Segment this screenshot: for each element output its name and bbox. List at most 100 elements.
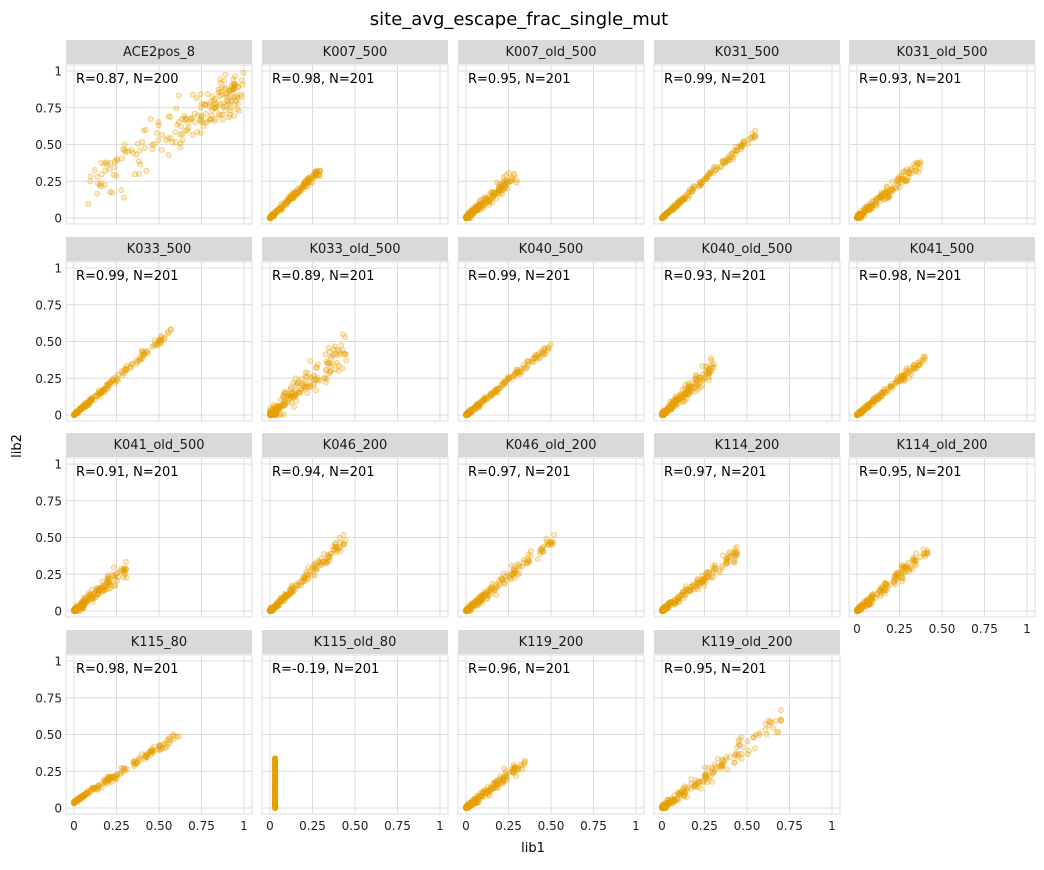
scatter-point <box>321 375 328 382</box>
scatter-point <box>669 205 676 212</box>
scatter-point <box>139 138 146 145</box>
scatter-point <box>699 377 706 384</box>
scatter-point <box>469 208 476 215</box>
scatter-point <box>507 576 514 583</box>
scatter-point <box>232 101 239 108</box>
scatter-point <box>920 546 927 553</box>
scatter-point <box>857 211 864 218</box>
scatter-point <box>905 170 912 177</box>
scatter-point <box>881 189 888 196</box>
scatter-point <box>659 214 666 221</box>
scatter-point <box>464 213 471 220</box>
scatter-point <box>94 785 101 792</box>
scatter-point <box>483 592 490 599</box>
scatter-point <box>218 84 225 91</box>
scatter-point <box>226 87 233 94</box>
scatter-point <box>901 177 908 184</box>
panel-title: K040_old_500 <box>702 242 793 257</box>
x-tick-label: 0.25 <box>299 819 326 833</box>
scatter-point <box>136 147 143 154</box>
scatter-point <box>188 115 195 122</box>
scatter-point <box>193 95 200 102</box>
scatter-point <box>854 607 861 614</box>
scatter-point <box>98 171 105 178</box>
y-tick-label: 0 <box>54 605 62 619</box>
scatter-point <box>691 183 698 190</box>
scatter-point <box>490 192 497 199</box>
scatter-point <box>854 212 861 219</box>
scatter-point <box>463 214 470 221</box>
scatter-point <box>520 556 527 563</box>
scatter-point <box>729 151 736 158</box>
scatter-point <box>915 169 922 176</box>
panel-title: K046_old_200 <box>506 438 597 453</box>
y-tick-label: 1 <box>54 458 62 472</box>
scatter-point <box>275 598 282 605</box>
scatter-point <box>735 143 742 150</box>
scatter-point <box>536 354 543 361</box>
scatter-point <box>165 735 172 742</box>
scatter-point <box>149 141 156 148</box>
scatter-point <box>474 203 481 210</box>
y-tick-label: 0.50 <box>35 138 62 152</box>
scatter-point <box>282 201 289 208</box>
scatter-point <box>726 157 733 164</box>
scatter-point <box>463 213 470 220</box>
scatter-point <box>267 214 274 221</box>
scatter-point <box>167 114 174 121</box>
scatter-point <box>217 111 224 118</box>
scatter-point <box>269 211 276 218</box>
scatter-point <box>469 211 476 218</box>
scatter-point <box>893 178 900 185</box>
scatter-point <box>113 156 120 163</box>
scatter-point <box>854 214 861 221</box>
scatter-point <box>465 211 472 218</box>
y-tick-label: 0.25 <box>35 765 62 779</box>
scatter-point <box>475 207 482 214</box>
panel-title: K046_200 <box>323 438 388 453</box>
scatter-point <box>748 134 755 141</box>
scatter-point <box>874 194 881 201</box>
scatter-point <box>697 576 704 583</box>
scatter-point <box>870 198 877 205</box>
panel-annotation: R=0.99, N=201 <box>76 269 179 284</box>
scatter-point <box>206 116 213 123</box>
x-tick-label: 0.50 <box>538 819 565 833</box>
scatter-point <box>211 105 218 112</box>
scatter-point <box>748 135 755 142</box>
scatter-point <box>878 390 885 397</box>
scatter-point <box>499 777 506 784</box>
scatter-point <box>238 77 245 84</box>
scatter-point <box>717 163 724 170</box>
scatter-point <box>659 214 666 221</box>
y-axis-label: lib2 <box>10 434 25 458</box>
scatter-point <box>662 211 669 218</box>
panel-K115_80: K115_80 R=0.98, N=201 0 0.25 0.50 0.75 1 0 0.25 0… <box>35 630 253 833</box>
scatter-point <box>496 181 503 188</box>
scatter-point <box>675 595 682 602</box>
scatter-point <box>268 213 275 220</box>
scatter-point <box>165 113 172 120</box>
scatter-point <box>181 112 188 119</box>
scatter-point <box>307 383 314 390</box>
scatter-point <box>679 195 686 202</box>
scatter-point <box>284 200 291 207</box>
scatter-point <box>719 157 726 164</box>
scatter-point <box>670 206 677 213</box>
scatter-point <box>679 197 686 204</box>
scatter-point <box>226 111 233 118</box>
scatter-point <box>272 210 279 217</box>
scatter-point <box>302 179 309 186</box>
scatter-point <box>487 192 494 199</box>
scatter-point <box>267 214 274 221</box>
scatter-point <box>464 214 471 221</box>
scatter-point <box>538 348 545 355</box>
scatter-point <box>177 123 184 130</box>
scatter-point <box>915 159 922 166</box>
scatter-point <box>659 214 666 221</box>
scatter-point <box>745 140 752 147</box>
scatter-point <box>463 214 470 221</box>
scatter-point <box>112 374 119 381</box>
scatter-point <box>207 115 214 122</box>
scatter-point <box>207 98 214 105</box>
